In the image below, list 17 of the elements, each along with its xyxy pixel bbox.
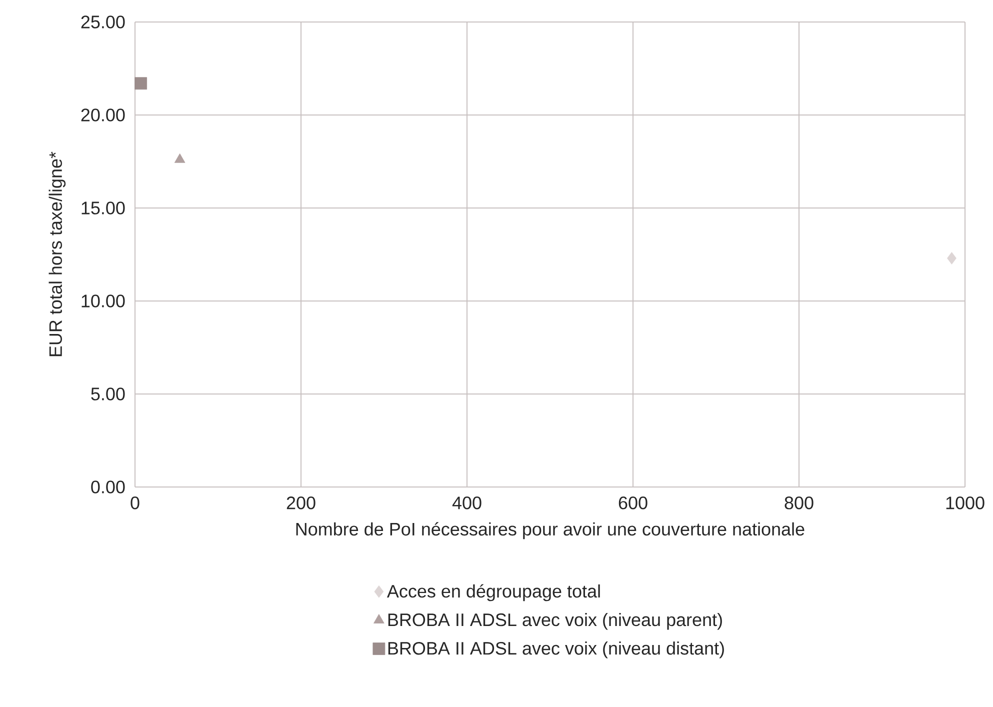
y-tick-label: 0.00 <box>91 480 125 494</box>
y-tick-label: 25.00 <box>81 16 125 28</box>
x-tick-label: 200 <box>286 496 316 510</box>
y-tick-label: 20.00 <box>81 108 125 122</box>
y-tick-label: 5.00 <box>91 388 125 400</box>
x-tick-label: 800 <box>784 496 814 510</box>
y-tick-label: 10.00 <box>82 294 125 308</box>
legend-label: Acces en dégroupage total <box>386 584 600 602</box>
legend-label: BROBA II ADSL avec voix (niveau parent) <box>388 612 722 630</box>
x-tick-label: 0 <box>130 496 140 510</box>
legend-label: BROBA II ADSL avec voix (niveau distant) <box>388 641 724 658</box>
y-axis-title: EUR total hors taxe/ligne* <box>48 152 66 356</box>
x-tick-label: 400 <box>452 496 482 510</box>
y-tick-label: 15.00 <box>82 202 125 214</box>
x-tick-label: 600 <box>618 496 648 510</box>
x-axis-title: Nombre de PoI nécessaires pour avoir une couverture nationale <box>296 522 804 540</box>
x-tick-label: 1000 <box>946 496 984 510</box>
